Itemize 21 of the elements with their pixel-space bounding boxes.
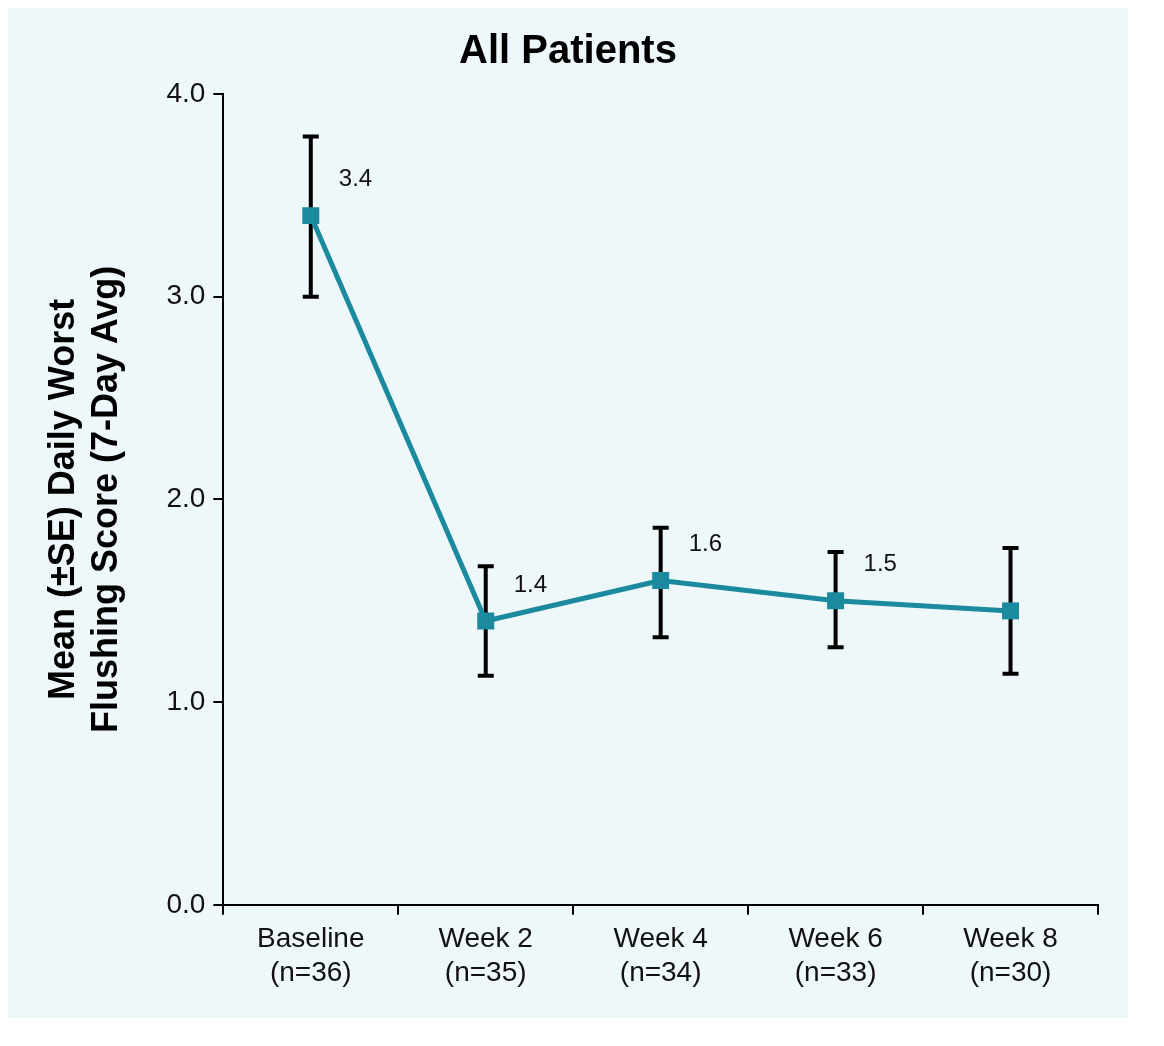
x-tick-label: Week 8 (n=30) <box>963 922 1058 987</box>
chart-title: All Patients <box>459 27 677 72</box>
point <box>1002 602 1020 620</box>
x-tick-label: Week 4 (n=34) <box>613 922 708 987</box>
x-tick-label: Week 6 (n=33) <box>788 922 883 987</box>
y-axis-title: Mean (±SE) Daily Worst Flushing Score (7-Day Avg) <box>40 265 125 734</box>
point <box>827 592 845 610</box>
y-tick-label: 3.0 <box>166 279 206 311</box>
y-tick-label: 4.0 <box>166 76 206 108</box>
y-tick-label: 0.0 <box>166 887 206 919</box>
x-tick-label: Week 2 (n=35) <box>438 922 533 987</box>
data-label: 1.5 <box>863 549 897 577</box>
data-label: 3.4 <box>338 164 373 192</box>
y-tick-label: 1.0 <box>166 684 206 716</box>
data-label: 1.4 <box>513 569 548 597</box>
x-tick-label: Baseline (n=36) <box>257 922 365 987</box>
point <box>477 612 495 630</box>
point <box>302 207 320 225</box>
point <box>652 572 670 589</box>
y-tick-label: 2.0 <box>166 482 206 514</box>
data-label: 1.6 <box>688 529 723 557</box>
